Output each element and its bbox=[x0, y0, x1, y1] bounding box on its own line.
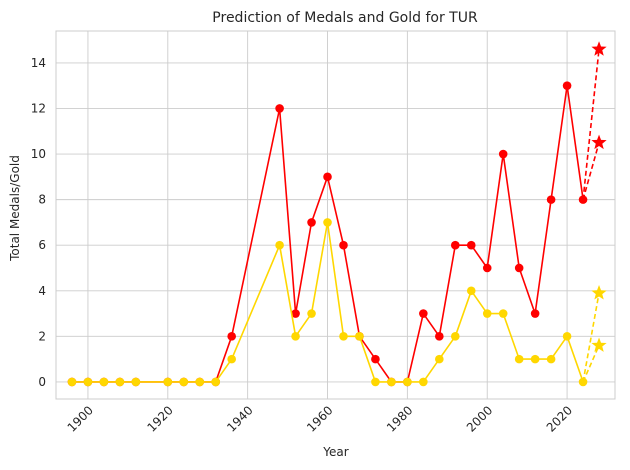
gold-data-point bbox=[195, 377, 205, 387]
medals-lower-prediction-line bbox=[582, 142, 600, 200]
x-tick-label: 1920 bbox=[144, 403, 175, 434]
medals-data-point bbox=[530, 309, 540, 318]
x-tick-label: 1900 bbox=[65, 403, 96, 434]
gold-data-point bbox=[387, 377, 396, 387]
gold-series-line bbox=[72, 221, 584, 383]
x-tick-label: 1960 bbox=[304, 403, 335, 434]
gold-data-point bbox=[498, 309, 508, 318]
gold-data-point bbox=[419, 377, 428, 387]
x-axis-ticks: 1900 1920 1940 1960 1980 2000 2020 bbox=[65, 403, 576, 434]
gold-data-point bbox=[307, 309, 316, 318]
prediction-layer bbox=[582, 41, 607, 383]
gold-data-point bbox=[339, 332, 348, 341]
gold-data-point bbox=[435, 354, 444, 364]
x-tick-label: 1980 bbox=[384, 403, 415, 434]
gold-data-point bbox=[323, 218, 332, 227]
x-tick-label: 1940 bbox=[224, 403, 255, 434]
y-tick-label: 4 bbox=[38, 284, 46, 298]
medals-data-point bbox=[323, 172, 332, 182]
x-tick-label: 2000 bbox=[464, 403, 495, 434]
grid bbox=[56, 31, 615, 399]
y-tick-label: 10 bbox=[31, 147, 46, 161]
medals-data-point bbox=[435, 332, 444, 341]
medals-data-point bbox=[307, 218, 316, 227]
x-axis-label: Year bbox=[322, 445, 348, 459]
gold-data-point bbox=[562, 332, 572, 341]
gold-data-point bbox=[371, 377, 380, 387]
gold-data-point bbox=[355, 332, 364, 341]
y-tick-label: 14 bbox=[31, 56, 46, 70]
gold-lower-prediction-star bbox=[591, 337, 607, 352]
medals-data-point bbox=[275, 104, 284, 113]
gold-upper-prediction-line bbox=[582, 292, 600, 383]
y-axis-ticks: 0 2 4 6 8 10 12 14 bbox=[31, 56, 46, 389]
gold-data-point bbox=[403, 377, 412, 387]
medals-data-point bbox=[419, 309, 428, 318]
medals-data-point bbox=[562, 81, 572, 90]
gold-data-point bbox=[83, 377, 93, 387]
gold-data-point bbox=[67, 377, 77, 387]
medals-data-point bbox=[498, 149, 508, 159]
medals-data-point bbox=[291, 309, 300, 318]
series-layer bbox=[67, 81, 588, 387]
medals-lower-prediction-star bbox=[591, 134, 607, 150]
chart-title: Prediction of Medals and Gold for TUR bbox=[212, 10, 478, 26]
gold-data-point bbox=[179, 377, 189, 387]
y-tick-label: 12 bbox=[31, 101, 46, 115]
medals-data-point bbox=[371, 354, 380, 364]
medals-data-point bbox=[482, 263, 492, 273]
medals-data-point bbox=[227, 332, 236, 341]
gold-data-point bbox=[466, 286, 476, 296]
gold-data-point bbox=[514, 354, 524, 364]
medals-upper-prediction-line bbox=[582, 49, 600, 200]
gold-lower-prediction-line bbox=[582, 345, 600, 383]
medals-upper-prediction-star bbox=[591, 41, 607, 56]
medals-data-point bbox=[514, 263, 524, 273]
gold-data-point bbox=[482, 309, 492, 318]
plot-frame bbox=[55, 30, 616, 400]
gold-data-point bbox=[291, 332, 300, 341]
gold-data-point bbox=[131, 377, 141, 387]
gold-data-point bbox=[115, 377, 125, 387]
gold-data-point bbox=[227, 354, 236, 364]
gold-data-point bbox=[530, 354, 540, 364]
gold-data-point bbox=[546, 354, 556, 364]
y-tick-label: 0 bbox=[38, 375, 46, 389]
gold-data-point bbox=[163, 377, 173, 387]
y-tick-label: 2 bbox=[38, 329, 46, 343]
gold-data-point bbox=[450, 332, 460, 341]
medals-data-point bbox=[450, 240, 460, 250]
gold-data-point bbox=[211, 377, 221, 387]
x-tick-label: 2020 bbox=[544, 403, 575, 434]
y-tick-label: 6 bbox=[38, 238, 46, 252]
medals-data-point bbox=[466, 240, 476, 250]
y-tick-label: 8 bbox=[38, 193, 46, 207]
y-axis-label: Total Medals/Gold bbox=[8, 155, 22, 262]
medals-data-point bbox=[546, 195, 556, 204]
gold-upper-prediction-star bbox=[591, 285, 607, 300]
gold-data-point bbox=[275, 240, 284, 250]
medals-data-point bbox=[339, 240, 348, 250]
gold-data-point bbox=[99, 377, 109, 387]
